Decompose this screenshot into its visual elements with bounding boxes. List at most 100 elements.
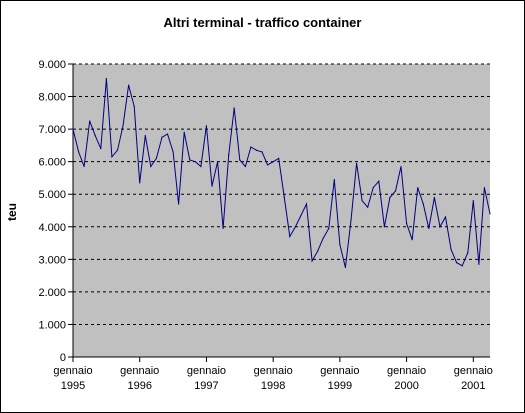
data-point: [361, 200, 363, 202]
data-point: [489, 213, 491, 215]
data-point: [411, 239, 413, 241]
data-point: [472, 200, 474, 202]
data-point: [172, 151, 174, 153]
data-point: [139, 182, 141, 184]
y-tick-label: 0: [60, 352, 66, 364]
data-point: [116, 149, 119, 151]
data-point: [406, 222, 408, 225]
data-point: [339, 244, 341, 246]
data-point: [150, 165, 152, 168]
data-point: [144, 135, 146, 137]
data-point: [216, 161, 219, 163]
data-point: [233, 107, 235, 109]
data-point: [328, 227, 330, 230]
data-point: [289, 235, 291, 238]
data-point: [283, 196, 285, 199]
data-point: [456, 261, 458, 264]
data-point: [94, 135, 96, 137]
data-point: [239, 159, 241, 161]
y-tick-label: 4.000: [38, 222, 66, 234]
data-point: [155, 157, 157, 160]
data-point: [228, 154, 230, 156]
data-point: [255, 149, 258, 151]
data-point: [222, 227, 224, 230]
data-point: [250, 146, 252, 148]
data-point: [211, 185, 213, 187]
data-point: [483, 187, 486, 189]
y-axis-ticks: 0 1.000 2.000 3.000 4.000 5.000 6.000 7.000 8.00…: [38, 59, 73, 364]
data-point: [194, 161, 196, 163]
y-tick-label: 7.000: [38, 124, 66, 136]
y-tick-label: 9.000: [38, 59, 66, 71]
data-point: [311, 260, 313, 262]
data-point: [200, 165, 202, 168]
data-point: [183, 131, 185, 133]
data-point: [294, 226, 296, 228]
data-point: [278, 157, 280, 160]
data-point: [400, 165, 402, 168]
y-tick-label: 2.000: [38, 287, 66, 299]
data-point: [422, 203, 424, 205]
y-tick-label: 6.000: [38, 157, 66, 169]
data-point: [244, 165, 246, 168]
data-point: [461, 265, 463, 267]
plot-area: [73, 64, 490, 357]
data-point: [383, 226, 385, 228]
data-point: [372, 187, 374, 189]
data-point: [77, 151, 80, 153]
data-point: [300, 214, 302, 216]
data-point: [189, 159, 191, 161]
data-point: [389, 196, 391, 199]
data-point: [178, 203, 180, 205]
data-point: [317, 250, 319, 252]
data-point: [105, 78, 107, 80]
data-point: [72, 128, 74, 130]
data-point: [367, 206, 369, 208]
data-point: [467, 252, 469, 254]
data-point: [272, 161, 274, 163]
x-tick-label-year: 2001: [461, 380, 485, 392]
data-point: [267, 164, 269, 166]
x-tick-label-month: gennaio: [320, 365, 359, 377]
data-point: [133, 105, 135, 107]
x-tick-label-month: gennaio: [120, 365, 159, 377]
data-point: [322, 237, 324, 239]
data-point: [439, 226, 441, 228]
data-point: [444, 216, 447, 218]
y-tick-label: 3.000: [38, 254, 66, 266]
x-tick-label-year: 1999: [328, 380, 352, 392]
data-point: [122, 125, 124, 127]
x-tick-label-month: gennaio: [53, 365, 92, 377]
x-tick-label-year: 1995: [61, 380, 85, 392]
x-tick-label-year: 1997: [194, 380, 218, 392]
data-point: [161, 136, 163, 138]
data-point: [350, 219, 352, 221]
data-point: [478, 263, 480, 265]
x-axis-ticks: gennaio 1995 gennaio 1996 gennaio 1997 gennaio…: [53, 357, 493, 392]
x-tick-label-year: 2000: [394, 380, 418, 392]
data-point: [111, 156, 113, 158]
data-point: [428, 227, 430, 230]
axes: [72, 64, 490, 358]
data-point: [205, 125, 208, 127]
data-point: [261, 151, 263, 153]
x-tick-label-month: gennaio: [387, 365, 426, 377]
chart-title: Altri terminal - traffico container: [163, 15, 362, 30]
series-line: [72, 78, 491, 268]
data-point: [83, 165, 85, 168]
x-tick-label-month: gennaio: [454, 365, 493, 377]
data-point: [433, 196, 435, 199]
series-group: [72, 78, 491, 269]
data-point: [166, 133, 169, 135]
data-point: [378, 180, 380, 182]
data-point: [450, 248, 452, 251]
y-tick-label: 1.000: [38, 319, 66, 331]
x-tick-label-month: gennaio: [254, 365, 293, 377]
y-tick-label: 8.000: [38, 92, 66, 104]
data-point: [344, 266, 347, 269]
x-tick-label-month: gennaio: [187, 365, 226, 377]
data-point: [100, 148, 102, 150]
x-tick-label-year: 1996: [127, 380, 151, 392]
data-point: [89, 120, 91, 122]
data-point: [394, 190, 397, 192]
